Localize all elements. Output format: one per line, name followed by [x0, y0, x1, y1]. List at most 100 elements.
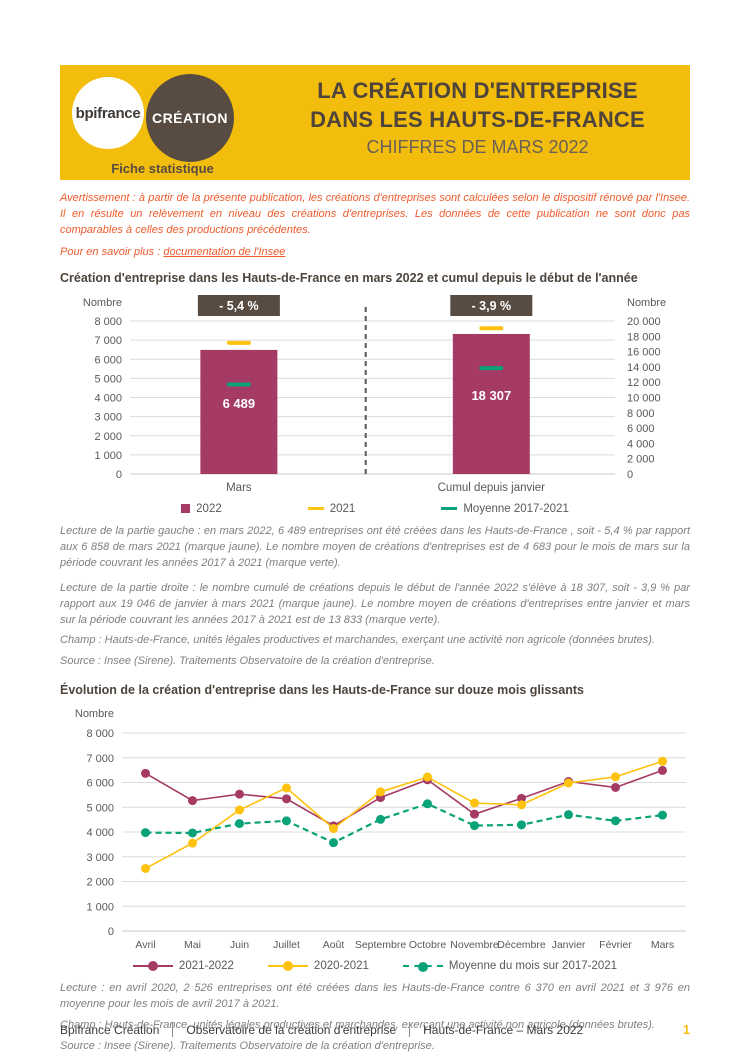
svg-text:0: 0: [108, 926, 114, 938]
svg-text:5 000: 5 000: [86, 803, 114, 815]
legend-moyenne-label: Moyenne 2017-2021: [463, 502, 569, 515]
more-info-line: Pour en savoir plus : documentation de l…: [60, 246, 690, 258]
line-chart: 0 1 000 2 000 3 000 4 000 5 000 6 000 7 000 8 00…: [60, 703, 690, 972]
legend-2021-2022-swatch-icon: [132, 965, 173, 968]
svg-text:6 000: 6 000: [627, 423, 655, 435]
bar-chart-legend: 2022 2021 Moyenne 2017-2021: [60, 503, 690, 515]
legend-moyenne-swatch-icon: [441, 507, 458, 511]
svg-text:7 000: 7 000: [94, 335, 122, 347]
svg-text:0: 0: [627, 469, 633, 481]
svg-text:Mars: Mars: [226, 482, 252, 494]
legend-item-moyenne-mois: Moyenne du mois sur 2017-2021: [402, 960, 617, 972]
page-number: 1: [683, 1022, 690, 1037]
svg-text:Janvier: Janvier: [552, 939, 586, 951]
svg-text:Mars: Mars: [651, 939, 674, 951]
svg-text:Cumul depuis janvier: Cumul depuis janvier: [438, 482, 546, 494]
fiche-statistique-label: Fiche statistique: [111, 161, 214, 176]
svg-text:10 000: 10 000: [627, 392, 661, 404]
lecture-droite-text: Lecture de la partie droite : le nombre …: [60, 581, 690, 626]
line-chart-legend: 2021-2022 2020-2021 Moyenne du mois sur …: [60, 960, 690, 972]
header-banner: bpifrance CRÉATION Fiche statistique LA …: [60, 65, 690, 180]
svg-text:Nombre: Nombre: [627, 297, 666, 309]
bpifrance-logo: bpifrance: [72, 77, 144, 149]
legend-2020-2021-swatch-icon: [267, 965, 308, 968]
svg-text:- 5,4 %: - 5,4 %: [219, 299, 259, 313]
source1-text: Source : Insee (Sirene). Traitements Obs…: [60, 655, 435, 668]
svg-text:7 000: 7 000: [86, 753, 114, 765]
legend-item-2021-2022: 2021-2022: [132, 960, 234, 973]
avertissement-text: Avertissement : à partir de la présente …: [60, 192, 690, 236]
svg-text:Avril: Avril: [135, 939, 155, 951]
title-area: LA CRÉATION D'ENTREPRISE DANS LES HAUTS-…: [265, 65, 690, 180]
svg-text:Décembre: Décembre: [497, 939, 546, 951]
champ1-text: Champ : Hauts-de-France, unités légales …: [60, 634, 655, 647]
source2-text: Source : Insee (Sirene). Traitements Obs…: [60, 1040, 435, 1053]
svg-text:6 489: 6 489: [223, 396, 256, 411]
line-chart-svg: 0 1 000 2 000 3 000 4 000 5 000 6 000 7 000 8 00…: [75, 708, 686, 951]
svg-text:3 000: 3 000: [94, 411, 122, 423]
svg-text:4 000: 4 000: [627, 438, 655, 450]
footer-edition: Hauts-de-France – Mars 2022: [423, 1022, 584, 1037]
creation-logo-text: CRÉATION: [151, 110, 229, 126]
svg-text:Février: Février: [599, 939, 632, 951]
legend-2021-label: 2021: [329, 502, 356, 515]
legend-2020-2021-label: 2020-2021: [313, 960, 369, 973]
svg-text:18 307: 18 307: [471, 388, 511, 403]
svg-text:4 000: 4 000: [94, 392, 122, 404]
svg-text:1 000: 1 000: [94, 450, 122, 462]
lecture2-text: Lecture : en avril 2020, 2 526 entrepris…: [60, 982, 690, 1011]
footer-brand: Bpifrance Création: [60, 1022, 160, 1037]
page-title-line1: LA CRÉATION D'ENTREPRISE: [317, 78, 638, 103]
champ2-text: Champ : Hauts-de-France, unités légales …: [60, 1019, 655, 1032]
svg-text:Juin: Juin: [230, 939, 249, 951]
more-info-label: Pour en savoir plus :: [60, 245, 164, 258]
bar-chart-svg: 0 1 000 2 000 3 000 4 000 5 000 6 000 7 000 8 00…: [83, 294, 666, 494]
insee-documentation-link[interactable]: documentation de l'Insee: [163, 245, 286, 258]
svg-text:0: 0: [116, 469, 122, 481]
legend-item-2021: 2021: [307, 502, 356, 515]
legend-moyenne-mois-swatch-icon: [402, 965, 443, 968]
svg-text:Nombre: Nombre: [83, 297, 122, 309]
svg-text:Août: Août: [323, 939, 345, 951]
svg-text:Septembre: Septembre: [355, 939, 407, 951]
creation-logo: CRÉATION: [146, 74, 234, 162]
legend-item-2020-2021: 2020-2021: [267, 960, 369, 973]
legend-2021-2022-label: 2021-2022: [178, 960, 234, 973]
footer-divider: [409, 1022, 411, 1037]
svg-text:4 000: 4 000: [86, 827, 114, 839]
svg-text:2 000: 2 000: [86, 877, 114, 889]
svg-text:8 000: 8 000: [94, 316, 122, 328]
svg-text:- 3,9 %: - 3,9 %: [472, 299, 512, 313]
footer-observatory: Observatoire de la création d'entreprise: [186, 1022, 397, 1037]
legend-2022-label: 2022: [196, 502, 222, 515]
section2-title: Évolution de la création d'entreprise da…: [60, 683, 584, 698]
svg-text:6 000: 6 000: [86, 778, 114, 790]
svg-text:18 000: 18 000: [627, 331, 661, 343]
legend-2022-swatch-icon: [181, 504, 191, 514]
footer-divider: [172, 1022, 174, 1037]
svg-text:Nombre: Nombre: [75, 708, 114, 720]
logo-area: bpifrance CRÉATION Fiche statistique: [60, 65, 265, 180]
svg-text:3 000: 3 000: [86, 852, 114, 864]
lecture-gauche-text: Lecture de la partie gauche : en mars 20…: [60, 524, 690, 569]
svg-text:Novembre: Novembre: [450, 939, 499, 951]
svg-text:12 000: 12 000: [627, 377, 661, 389]
svg-text:2 000: 2 000: [94, 431, 122, 443]
svg-text:16 000: 16 000: [627, 346, 661, 358]
svg-text:8 000: 8 000: [86, 728, 114, 740]
bar-chart: 0 1 000 2 000 3 000 4 000 5 000 6 000 7 000 8 00…: [60, 291, 690, 515]
bpifrance-logo-text: bpifrance: [75, 104, 141, 122]
svg-text:20 000: 20 000: [627, 316, 661, 328]
page-footer: Bpifrance Création Observatoire de la cr…: [60, 1022, 690, 1037]
svg-text:Octobre: Octobre: [409, 939, 447, 951]
svg-text:5 000: 5 000: [94, 373, 122, 385]
svg-text:14 000: 14 000: [627, 362, 661, 374]
svg-text:2 000: 2 000: [627, 454, 655, 466]
svg-text:Mai: Mai: [184, 939, 201, 951]
svg-text:6 000: 6 000: [94, 354, 122, 366]
section1-title: Création d'entreprise dans les Hauts-de-…: [60, 270, 638, 285]
page-title-line2: DANS LES HAUTS-DE-FRANCE: [310, 106, 645, 132]
legend-item-2022: 2022: [181, 503, 222, 515]
svg-text:Juillet: Juillet: [273, 939, 300, 951]
